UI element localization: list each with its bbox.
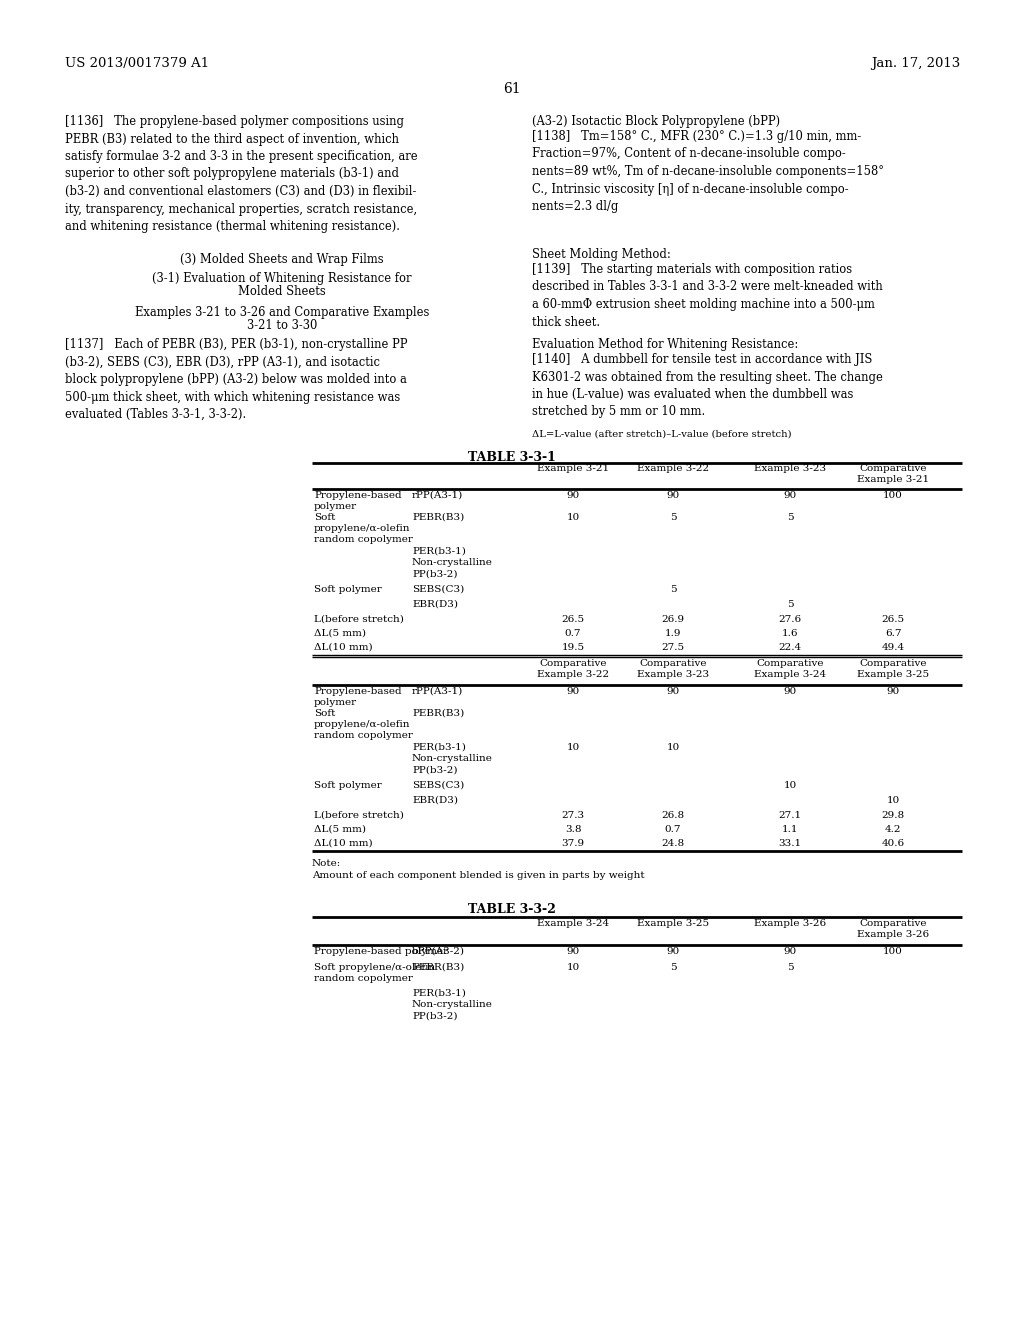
- Text: (A3-2) Isotactic Block Polypropylene (bPP): (A3-2) Isotactic Block Polypropylene (bP…: [532, 115, 780, 128]
- Text: 5: 5: [670, 513, 676, 521]
- Text: Soft polymer: Soft polymer: [314, 781, 382, 789]
- Text: 10: 10: [887, 796, 900, 805]
- Text: Example 3-23: Example 3-23: [754, 465, 826, 473]
- Text: EBR(D3): EBR(D3): [412, 796, 458, 805]
- Text: 90: 90: [783, 946, 797, 956]
- Text: 100: 100: [883, 946, 903, 956]
- Text: Molded Sheets: Molded Sheets: [239, 285, 326, 298]
- Text: TABLE 3-3-2: TABLE 3-3-2: [468, 903, 556, 916]
- Text: 10: 10: [783, 781, 797, 789]
- Text: 90: 90: [667, 946, 680, 956]
- Text: 5: 5: [670, 964, 676, 972]
- Text: Example 3-22: Example 3-22: [637, 465, 709, 473]
- Text: TABLE 3-3-1: TABLE 3-3-1: [468, 451, 556, 465]
- Text: Propylene-based polymer: Propylene-based polymer: [314, 946, 449, 956]
- Text: (3) Molded Sheets and Wrap Films: (3) Molded Sheets and Wrap Films: [180, 253, 384, 267]
- Text: [1136]   The propylene-based polymer compositions using
PEBR (B3) related to the: [1136] The propylene-based polymer compo…: [65, 115, 418, 234]
- Text: 100: 100: [883, 491, 903, 500]
- Text: 27.1: 27.1: [778, 810, 802, 820]
- Text: Note:: Note:: [312, 859, 341, 869]
- Text: Comparative: Comparative: [859, 659, 927, 668]
- Text: 90: 90: [566, 946, 580, 956]
- Text: 10: 10: [566, 743, 580, 752]
- Text: PEBR(B3): PEBR(B3): [412, 709, 464, 718]
- Text: PEBR(B3): PEBR(B3): [412, 513, 464, 521]
- Text: Example 3-24: Example 3-24: [754, 671, 826, 678]
- Text: L(before stretch): L(before stretch): [314, 810, 403, 820]
- Text: Amount of each component blended is given in parts by weight: Amount of each component blended is give…: [312, 871, 645, 880]
- Text: rPP(A3-1): rPP(A3-1): [412, 491, 463, 500]
- Text: 90: 90: [667, 491, 680, 500]
- Text: Example 3-25: Example 3-25: [857, 671, 929, 678]
- Text: 37.9: 37.9: [561, 840, 585, 847]
- Text: 10: 10: [667, 743, 680, 752]
- Text: 90: 90: [667, 686, 680, 696]
- Text: 6.7: 6.7: [885, 630, 901, 638]
- Text: 4.2: 4.2: [885, 825, 901, 834]
- Text: ΔL(5 mm): ΔL(5 mm): [314, 825, 366, 834]
- Text: 26.8: 26.8: [662, 810, 685, 820]
- Text: 61: 61: [503, 82, 521, 96]
- Text: Sheet Molding Method:: Sheet Molding Method:: [532, 248, 671, 261]
- Text: 90: 90: [783, 686, 797, 696]
- Text: PEBR(B3): PEBR(B3): [412, 964, 464, 972]
- Text: 10: 10: [566, 964, 580, 972]
- Text: 27.3: 27.3: [561, 810, 585, 820]
- Text: [1138]   Tm=158° C., MFR (230° C.)=1.3 g/10 min, mm-
Fraction=97%, Content of n-: [1138] Tm=158° C., MFR (230° C.)=1.3 g/1…: [532, 129, 884, 213]
- Text: 5: 5: [670, 585, 676, 594]
- Text: Example 3-23: Example 3-23: [637, 671, 709, 678]
- Text: 90: 90: [783, 491, 797, 500]
- Text: Example 3-25: Example 3-25: [637, 919, 709, 928]
- Text: [1137]   Each of PEBR (B3), PER (b3-1), non-crystalline PP
(b3-2), SEBS (C3), EB: [1137] Each of PEBR (B3), PER (b3-1), no…: [65, 338, 408, 421]
- Text: 5: 5: [786, 513, 794, 521]
- Text: Soft propylene/α-olefin
random copolymer: Soft propylene/α-olefin random copolymer: [314, 964, 435, 983]
- Text: Propylene-based
polymer: Propylene-based polymer: [314, 491, 401, 511]
- Text: EBR(D3): EBR(D3): [412, 601, 458, 609]
- Text: 90: 90: [566, 491, 580, 500]
- Text: 27.6: 27.6: [778, 615, 802, 624]
- Text: Jan. 17, 2013: Jan. 17, 2013: [870, 57, 961, 70]
- Text: 90: 90: [566, 686, 580, 696]
- Text: bPP(A3-2): bPP(A3-2): [412, 946, 465, 956]
- Text: SEBS(C3): SEBS(C3): [412, 781, 464, 789]
- Text: ΔL(10 mm): ΔL(10 mm): [314, 643, 373, 652]
- Text: 27.5: 27.5: [662, 643, 685, 652]
- Text: Example 3-21: Example 3-21: [537, 465, 609, 473]
- Text: Example 3-21: Example 3-21: [857, 475, 929, 484]
- Text: Comparative: Comparative: [639, 659, 707, 668]
- Text: Soft
propylene/α-olefin
random copolymer: Soft propylene/α-olefin random copolymer: [314, 709, 413, 741]
- Text: 1.6: 1.6: [781, 630, 799, 638]
- Text: Comparative: Comparative: [757, 659, 823, 668]
- Text: Evaluation Method for Whitening Resistance:: Evaluation Method for Whitening Resistan…: [532, 338, 799, 351]
- Text: 22.4: 22.4: [778, 643, 802, 652]
- Text: 33.1: 33.1: [778, 840, 802, 847]
- Text: Soft
propylene/α-olefin
random copolymer: Soft propylene/α-olefin random copolymer: [314, 513, 413, 544]
- Text: ΔL(10 mm): ΔL(10 mm): [314, 840, 373, 847]
- Text: 26.5: 26.5: [882, 615, 904, 624]
- Text: PER(b3-1)
Non-crystalline
PP(b3-2): PER(b3-1) Non-crystalline PP(b3-2): [412, 989, 493, 1020]
- Text: 1.1: 1.1: [781, 825, 799, 834]
- Text: Comparative: Comparative: [859, 919, 927, 928]
- Text: Comparative: Comparative: [540, 659, 607, 668]
- Text: 5: 5: [786, 964, 794, 972]
- Text: Example 3-26: Example 3-26: [754, 919, 826, 928]
- Text: Example 3-26: Example 3-26: [857, 931, 929, 939]
- Text: 3-21 to 3-30: 3-21 to 3-30: [247, 319, 317, 333]
- Text: 49.4: 49.4: [882, 643, 904, 652]
- Text: 26.5: 26.5: [561, 615, 585, 624]
- Text: [1139]   The starting materials with composition ratios
described in Tables 3-3-: [1139] The starting materials with compo…: [532, 263, 883, 329]
- Text: Examples 3-21 to 3-26 and Comparative Examples: Examples 3-21 to 3-26 and Comparative Ex…: [135, 306, 429, 319]
- Text: 10: 10: [566, 513, 580, 521]
- Text: Comparative: Comparative: [859, 465, 927, 473]
- Text: Example 3-22: Example 3-22: [537, 671, 609, 678]
- Text: 0.7: 0.7: [565, 630, 582, 638]
- Text: 3.8: 3.8: [565, 825, 582, 834]
- Text: (3-1) Evaluation of Whitening Resistance for: (3-1) Evaluation of Whitening Resistance…: [153, 272, 412, 285]
- Text: 26.9: 26.9: [662, 615, 685, 624]
- Text: US 2013/0017379 A1: US 2013/0017379 A1: [65, 57, 209, 70]
- Text: 29.8: 29.8: [882, 810, 904, 820]
- Text: 19.5: 19.5: [561, 643, 585, 652]
- Text: 1.9: 1.9: [665, 630, 681, 638]
- Text: SEBS(C3): SEBS(C3): [412, 585, 464, 594]
- Text: Soft polymer: Soft polymer: [314, 585, 382, 594]
